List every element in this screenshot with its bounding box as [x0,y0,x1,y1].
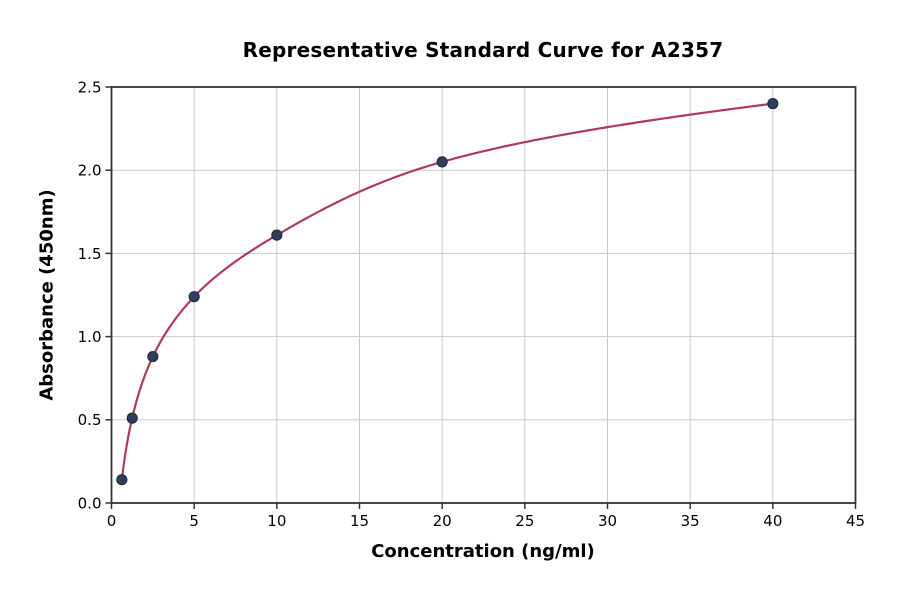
y-tick-label: 0.5 [78,411,102,429]
x-tick-label: 5 [189,512,199,530]
data-point-marker [126,412,138,424]
data-point-marker [188,291,200,303]
data-point-marker [436,156,448,168]
chart-title: Representative Standard Curve for A2357 [242,38,724,62]
x-tick-label: 45 [846,512,865,530]
x-tick-label: 35 [681,512,700,530]
x-tick-label: 0 [107,512,117,530]
x-tick-label: 15 [350,512,369,530]
x-axis-label: Concentration (ng/ml) [371,541,595,562]
x-tick-label: 25 [515,512,534,530]
data-point-marker [767,98,779,110]
y-tick-label: 2.0 [78,162,102,180]
x-tick-label: 40 [763,512,782,530]
y-tick-label: 1.0 [78,328,102,346]
y-tick-label: 1.5 [78,245,102,263]
x-tick-label: 10 [267,512,286,530]
data-point-marker [271,229,283,241]
y-tick-label: 2.5 [78,78,102,96]
x-tick-label: 20 [433,512,452,530]
y-tick-label: 0.0 [78,494,102,512]
x-tick-label: 30 [598,512,617,530]
data-point-marker [147,350,159,363]
plot-border [110,86,857,504]
data-point-marker [116,474,128,486]
